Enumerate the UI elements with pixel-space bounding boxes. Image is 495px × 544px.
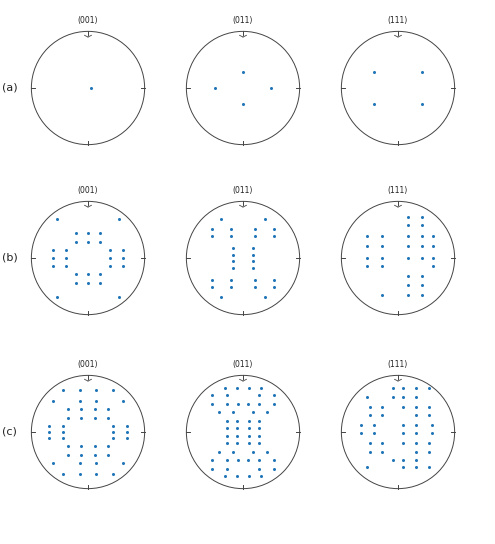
Text: (001): (001) (78, 186, 98, 195)
Text: (001): (001) (78, 16, 98, 24)
Text: (111): (111) (388, 360, 408, 369)
Text: (b): (b) (2, 253, 18, 263)
Text: (111): (111) (388, 16, 408, 24)
Text: (011): (011) (233, 16, 253, 24)
Text: (c): (c) (2, 427, 17, 437)
Text: (011): (011) (233, 360, 253, 369)
Text: (001): (001) (78, 360, 98, 369)
Text: (a): (a) (2, 83, 18, 93)
Text: (111): (111) (388, 186, 408, 195)
Text: (011): (011) (233, 186, 253, 195)
